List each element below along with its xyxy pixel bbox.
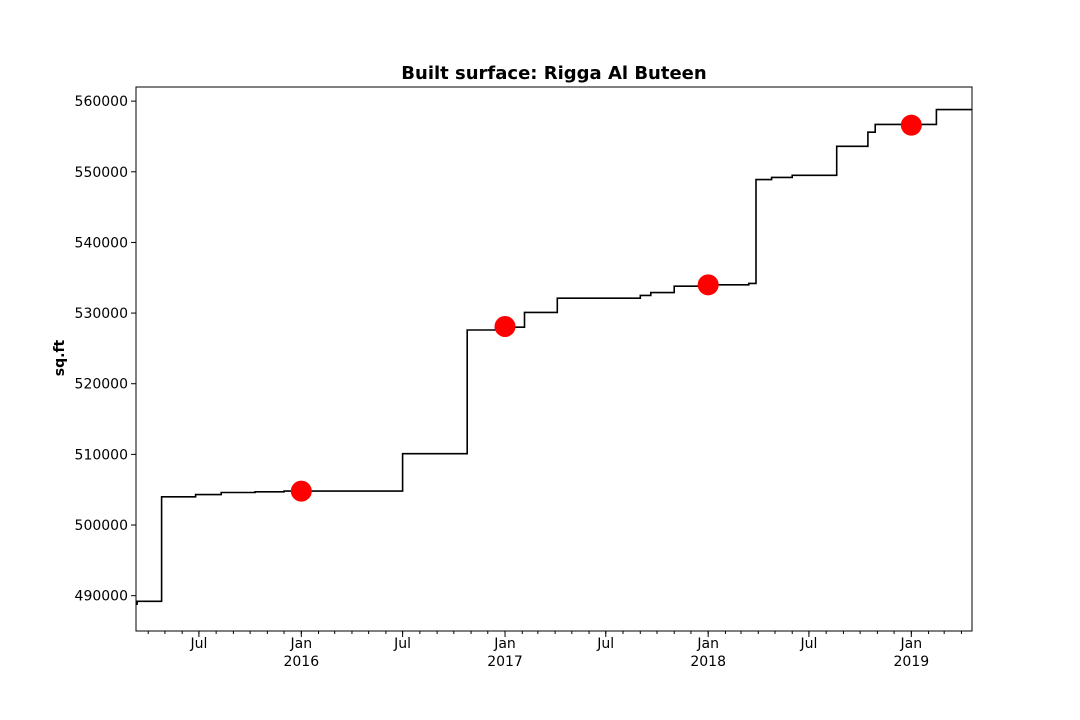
y-axis: 490000 500000 510000 520000 530000 540000 5500… xyxy=(75,94,136,605)
x-tick-label: Jan xyxy=(696,636,719,652)
x-tick-label: Jan xyxy=(493,636,516,652)
y-tick-label: 560000 xyxy=(75,94,128,110)
y-tick-label: 530000 xyxy=(75,306,128,322)
y-tick-label: 550000 xyxy=(75,165,128,181)
data-point-marker xyxy=(290,480,312,502)
data-point-marker xyxy=(494,316,516,338)
x-axis: Jul Jan 2016 Jul Jan 2017 Jul Jan 2018 Jul Jan 2019 xyxy=(147,631,962,670)
y-tick-label: 510000 xyxy=(75,447,128,463)
y-tick-label: 540000 xyxy=(75,235,128,251)
x-tick-label: Jan xyxy=(290,636,313,652)
y-axis-label: sq.ft xyxy=(52,339,68,376)
x-tick-label: Jul xyxy=(189,636,207,652)
plot-area xyxy=(136,108,972,605)
x-tick-year-label: 2017 xyxy=(487,654,523,670)
chart-title: Built surface: Rigga Al Buteen xyxy=(401,63,706,84)
data-point-marker xyxy=(697,274,719,296)
x-tick-label: Jul xyxy=(799,636,817,652)
x-tick-label: Jul xyxy=(596,636,614,652)
plot-frame xyxy=(135,86,973,632)
x-tick-year-label: 2016 xyxy=(283,654,319,670)
y-tick-label: 490000 xyxy=(75,589,128,605)
data-point-marker xyxy=(900,114,922,136)
y-tick-label: 520000 xyxy=(75,377,128,393)
x-tick-label: Jul xyxy=(393,636,411,652)
x-tick-year-label: 2018 xyxy=(690,654,726,670)
step-line-series xyxy=(136,108,972,605)
y-tick-label: 500000 xyxy=(75,518,128,534)
x-tick-label: Jan xyxy=(900,636,923,652)
x-tick-year-label: 2019 xyxy=(894,654,930,670)
